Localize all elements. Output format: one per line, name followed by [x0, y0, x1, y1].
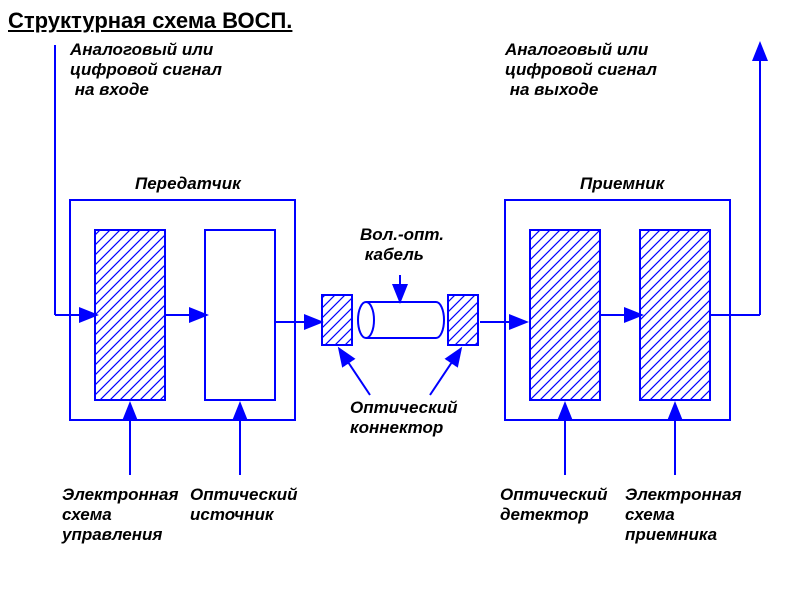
- diagram-canvas: [0, 0, 800, 600]
